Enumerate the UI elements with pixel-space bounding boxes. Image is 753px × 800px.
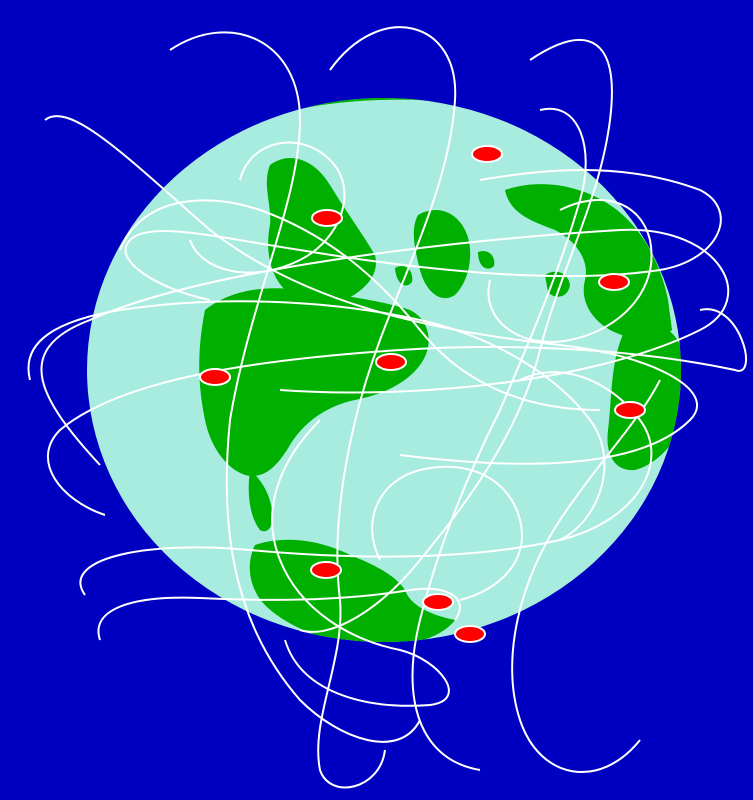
link-6 xyxy=(47,308,748,516)
land-europe xyxy=(413,210,471,299)
node-6 xyxy=(614,401,646,419)
network-links xyxy=(27,26,748,789)
link-10 xyxy=(411,107,587,771)
link-14 xyxy=(189,141,346,274)
link-3 xyxy=(169,31,421,743)
land-north-america xyxy=(266,157,376,306)
link-1 xyxy=(40,228,730,466)
link-7 xyxy=(79,371,653,596)
land-africa-east xyxy=(505,184,672,340)
node-5 xyxy=(199,368,231,386)
link-11 xyxy=(511,379,661,774)
land-antarctic-south xyxy=(249,539,455,642)
link-5 xyxy=(299,39,613,633)
land-island-2 xyxy=(478,250,495,269)
node-8 xyxy=(422,593,454,611)
node-7 xyxy=(310,561,342,579)
link-12 xyxy=(27,300,606,541)
link-13 xyxy=(119,199,601,411)
link-17 xyxy=(371,465,523,601)
land-isthmus xyxy=(248,470,273,532)
link-8 xyxy=(124,169,722,301)
network-nodes xyxy=(199,145,646,643)
node-4 xyxy=(375,353,407,371)
continents xyxy=(199,98,681,642)
land-south-america xyxy=(199,288,429,476)
link-16 xyxy=(97,587,461,641)
node-1 xyxy=(471,145,503,163)
link-9 xyxy=(271,419,450,707)
node-9 xyxy=(454,625,486,643)
land-asia-right xyxy=(607,325,681,471)
link-2 xyxy=(44,115,698,465)
node-3 xyxy=(598,273,630,291)
link-15 xyxy=(487,199,653,343)
link-4 xyxy=(317,26,457,789)
node-2 xyxy=(311,209,343,227)
